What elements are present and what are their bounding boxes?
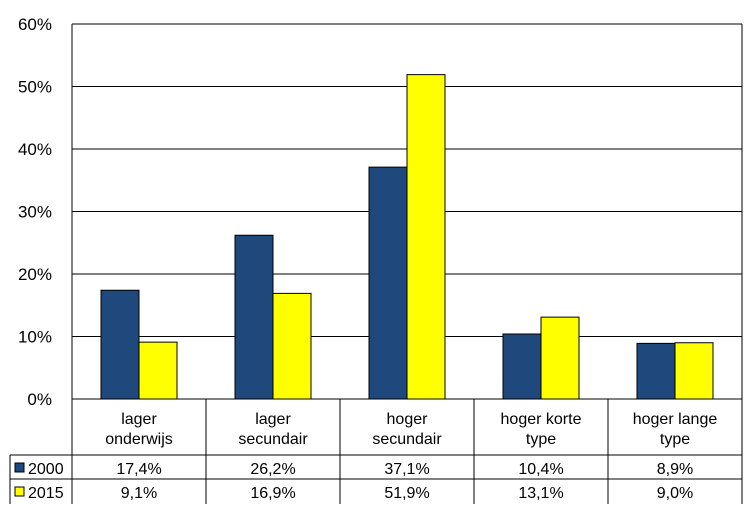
bar-2000-2 bbox=[234, 234, 274, 400]
legend-key-2000 bbox=[14, 462, 25, 473]
data-label-2015: 13,1% bbox=[518, 485, 563, 502]
data-label-2000: 10,4% bbox=[518, 461, 563, 478]
data-label-2015: 16,9% bbox=[250, 485, 295, 502]
category-label: lager secundair bbox=[238, 411, 308, 448]
bar-2015-4 bbox=[540, 316, 580, 400]
data-label-2000: 17,4% bbox=[116, 461, 161, 478]
category-label: lager onderwijs bbox=[105, 411, 173, 448]
legend-key-2015 bbox=[14, 486, 25, 497]
y-tick-label: 20% bbox=[18, 265, 52, 284]
y-tick-label: 30% bbox=[18, 203, 52, 222]
category-label: hoger secundair bbox=[372, 411, 442, 448]
category-label: hoger lange type bbox=[633, 411, 718, 448]
data-label-2015: 9,0% bbox=[657, 485, 693, 502]
bar-2015-3 bbox=[406, 74, 446, 400]
data-label-2000: 37,1% bbox=[384, 461, 429, 478]
bar-2000-4 bbox=[502, 333, 542, 400]
y-tick-label: 50% bbox=[18, 78, 52, 97]
y-tick-label: 60% bbox=[18, 15, 52, 34]
data-label-2015: 51,9% bbox=[384, 485, 429, 502]
bar-2015-1 bbox=[138, 341, 178, 400]
bar-2000-5 bbox=[636, 342, 676, 400]
y-tick-label: 0% bbox=[27, 390, 52, 409]
data-label-2000: 26,2% bbox=[250, 461, 295, 478]
y-tick-label: 10% bbox=[18, 328, 52, 347]
bar-2015-5 bbox=[674, 342, 714, 400]
bar-2015-2 bbox=[272, 292, 312, 400]
y-tick-label: 40% bbox=[18, 140, 52, 159]
bar-2000-1 bbox=[100, 289, 140, 400]
legend-label-2000: 2000 bbox=[28, 461, 64, 478]
category-label: hoger korte type bbox=[501, 411, 582, 448]
legend-label-2015: 2015 bbox=[28, 485, 64, 502]
data-label-2015: 9,1% bbox=[121, 485, 157, 502]
data-label-2000: 8,9% bbox=[657, 461, 693, 478]
bar-2000-3 bbox=[368, 166, 408, 400]
